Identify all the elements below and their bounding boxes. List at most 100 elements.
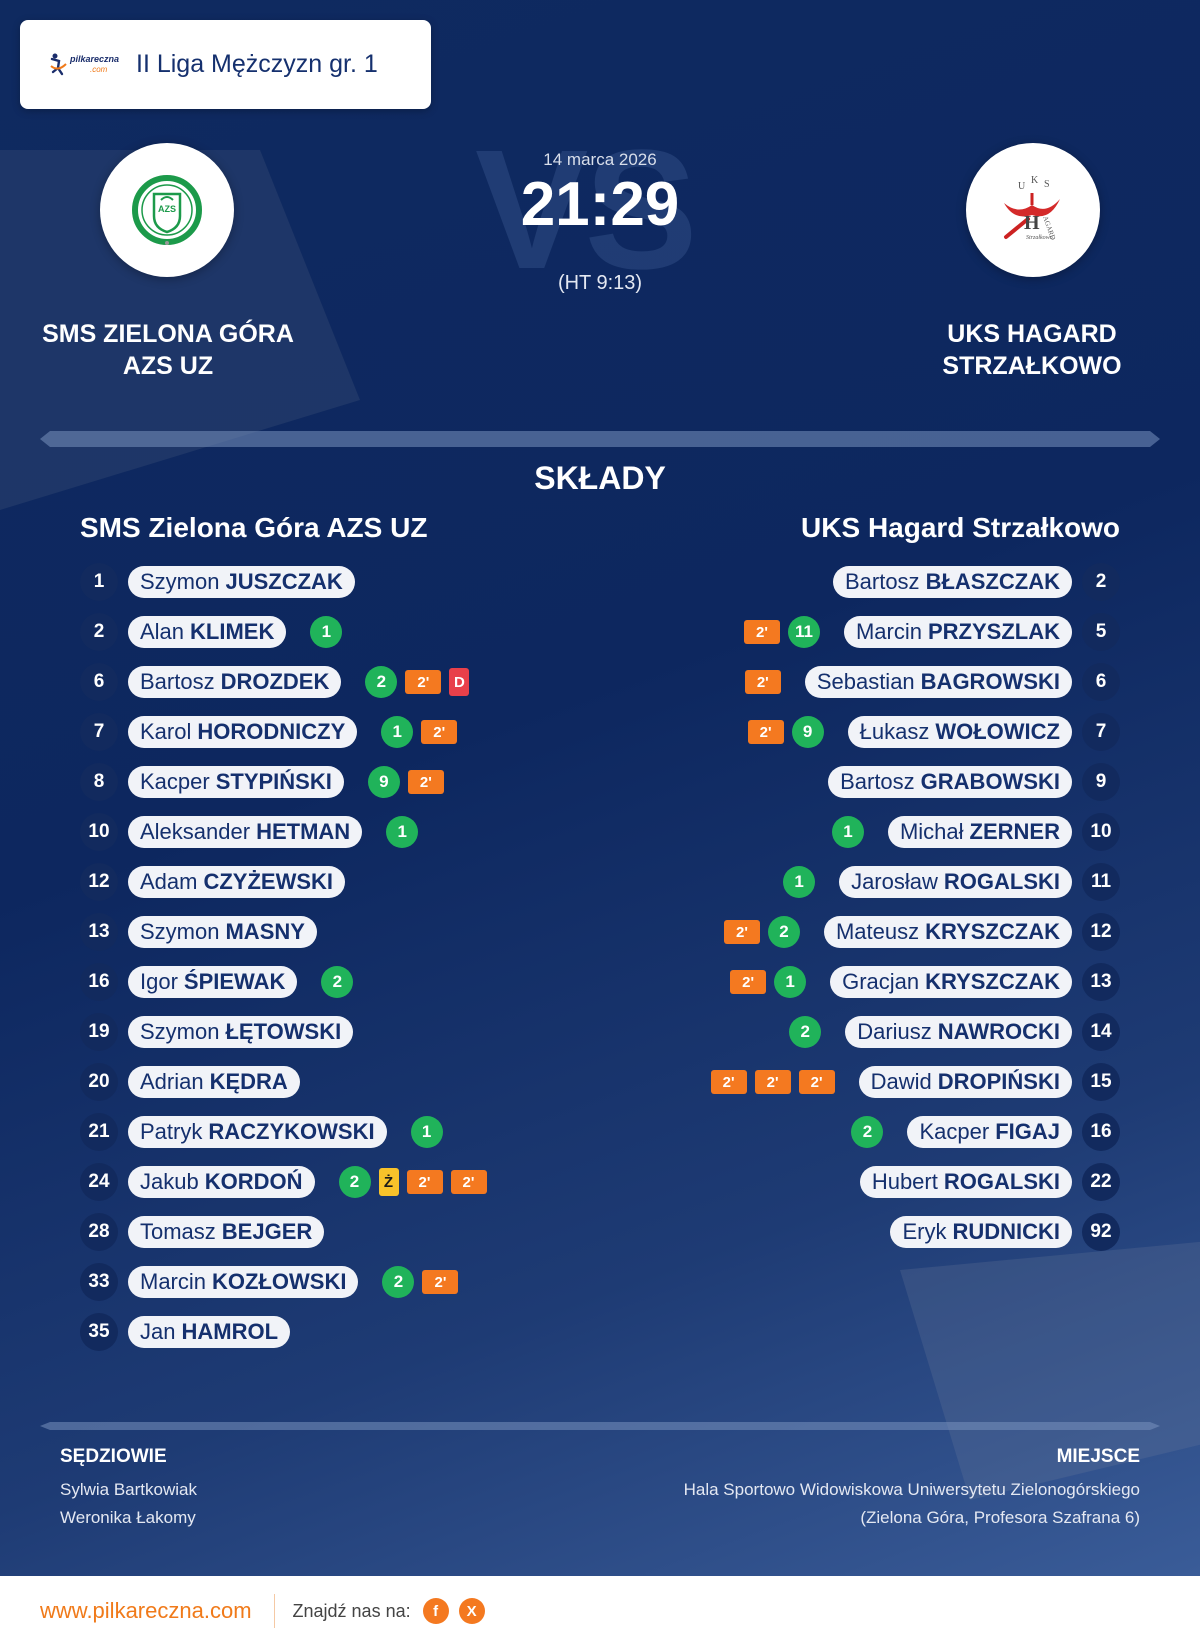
player-stats: 1 2' bbox=[730, 966, 807, 998]
goals-badge: 2 bbox=[851, 1116, 884, 1148]
match-date: 14 marca 2026 bbox=[543, 150, 657, 169]
two-minute-suspension-badge: 2' bbox=[723, 920, 760, 944]
jersey-number: 6 bbox=[80, 663, 118, 701]
uks-hagard-crest-icon: U K S H AGARD Strzałkowo bbox=[1004, 175, 1060, 241]
player-name: Tomasz BEJGER bbox=[128, 1216, 325, 1248]
x-twitter-icon[interactable]: X bbox=[458, 1598, 485, 1624]
referees-section: SĘDZIOWIE Sylwia Bartkowiak Weronika Łak… bbox=[60, 1446, 197, 1532]
jersey-number: 7 bbox=[1082, 713, 1120, 751]
away-roster: 2 Bartosz BŁASZCZAK 5 Marcin PRZYSZLAK 11 2' 6 Se… bbox=[620, 557, 1120, 1257]
player-last-name: KĘDRA bbox=[209, 1069, 288, 1094]
jersey-number: 19 bbox=[80, 1013, 118, 1051]
player-last-name: FIGAJ bbox=[995, 1119, 1060, 1144]
player-row: 2 Bartosz BŁASZCZAK bbox=[620, 557, 1120, 607]
home-team-title: SMS ZIELONA GÓRA AZS UZ bbox=[8, 318, 328, 382]
home-team-logo: AZS bbox=[100, 143, 234, 277]
player-first-name: Adam bbox=[140, 869, 198, 894]
player-name: Szymon JUSZCZAK bbox=[128, 566, 355, 598]
website-link[interactable]: www.pilkareczna.com bbox=[40, 1598, 252, 1623]
player-first-name: Marcin bbox=[855, 619, 922, 644]
goals-badge: 1 bbox=[410, 1116, 443, 1148]
facebook-icon[interactable]: f bbox=[422, 1598, 449, 1624]
two-minute-suspension-badge: 2' bbox=[406, 1170, 443, 1194]
jersey-number: 92 bbox=[1082, 1213, 1120, 1251]
jersey-number: 12 bbox=[1082, 913, 1120, 951]
player-row: 15 Dawid DROPIŃSKI 2' 2' 2' bbox=[620, 1057, 1120, 1107]
jersey-number: 16 bbox=[80, 963, 118, 1001]
player-name: Dawid DROPIŃSKI bbox=[858, 1066, 1072, 1098]
player-last-name: WOŁOWICZ bbox=[935, 719, 1060, 744]
two-minute-suspension-badge: 2' bbox=[450, 1170, 487, 1194]
svg-text:Strzałkowo: Strzałkowo bbox=[1026, 235, 1053, 241]
player-name: Jarosław ROGALSKI bbox=[839, 866, 1072, 898]
player-name: Karol HORODNICZY bbox=[128, 716, 358, 748]
player-first-name: Mateusz bbox=[835, 919, 920, 944]
player-last-name: KRYSZCZAK bbox=[925, 919, 1060, 944]
player-first-name: Karol bbox=[140, 719, 192, 744]
venue-title: MIEJSCE bbox=[1056, 1446, 1140, 1467]
player-last-name: RUDNICKI bbox=[952, 1219, 1060, 1244]
player-name: Mateusz KRYSZCZAK bbox=[823, 916, 1072, 948]
goals-badge: 2 bbox=[382, 1266, 415, 1298]
jersey-number: 28 bbox=[80, 1213, 118, 1251]
svg-text:U: U bbox=[1018, 181, 1026, 192]
player-name: Szymon ŁĘTOWSKI bbox=[128, 1016, 354, 1048]
player-row: 7 Łukasz WOŁOWICZ 9 2' bbox=[620, 707, 1120, 757]
player-last-name: BAGROWSKI bbox=[920, 669, 1060, 694]
player-last-name: PRZYSZLAK bbox=[928, 619, 1060, 644]
player-name: Marcin KOZŁOWSKI bbox=[128, 1266, 359, 1298]
goals-badge: 2 bbox=[338, 1166, 371, 1198]
player-first-name: Kacper bbox=[919, 1119, 990, 1144]
league-header: pilkareczna .com II Liga Mężczyzn gr. 1 bbox=[20, 20, 431, 109]
jersey-number: 9 bbox=[1082, 763, 1120, 801]
referee-name: Weronika Łakomy bbox=[60, 1508, 196, 1527]
goals-badge: 11 bbox=[787, 616, 820, 648]
player-first-name: Adrian bbox=[140, 1069, 204, 1094]
player-name: Alan KLIMEK bbox=[128, 616, 287, 648]
jersey-number: 10 bbox=[80, 813, 118, 851]
player-last-name: HAMROL bbox=[181, 1319, 279, 1344]
player-last-name: ŁĘTOWSKI bbox=[225, 1019, 342, 1044]
player-row: 13 Szymon MASNY bbox=[80, 907, 580, 957]
player-stats: 2 Ż 2' 2' bbox=[338, 1166, 487, 1198]
goals-badge: 9 bbox=[791, 716, 824, 748]
disqualification-badge: D bbox=[449, 668, 470, 696]
player-first-name: Patryk bbox=[140, 1119, 203, 1144]
player-first-name: Igor bbox=[140, 969, 178, 994]
player-stats: 1 bbox=[783, 866, 816, 898]
player-first-name: Hubert bbox=[871, 1169, 938, 1194]
two-minute-suspension-badge: 2' bbox=[730, 970, 767, 994]
player-stats: 11 2' bbox=[743, 616, 820, 648]
svg-text:K: K bbox=[1031, 175, 1039, 186]
venue-section: MIEJSCE Hala Sportowo Widowiskowa Uniwer… bbox=[684, 1446, 1140, 1532]
player-first-name: Eryk bbox=[902, 1219, 947, 1244]
footer-separator bbox=[273, 1594, 275, 1628]
player-name: Dariusz NAWROCKI bbox=[845, 1016, 1072, 1048]
player-row: 22 Hubert ROGALSKI bbox=[620, 1157, 1120, 1207]
jersey-number: 15 bbox=[1082, 1063, 1120, 1101]
two-minute-suspension-badge: 2' bbox=[747, 720, 784, 744]
player-stats: 9 2' bbox=[367, 766, 444, 798]
player-name: Igor ŚPIEWAK bbox=[128, 966, 298, 998]
referee-name: Sylwia Bartkowiak bbox=[60, 1480, 197, 1499]
info-divider bbox=[40, 1422, 1160, 1430]
goals-badge: 2 bbox=[365, 666, 398, 698]
away-team-title-line2: STRZAŁKOWO bbox=[942, 352, 1122, 380]
two-minute-suspension-badge: 2' bbox=[422, 1270, 459, 1294]
jersey-number: 7 bbox=[80, 713, 118, 751]
player-name: Eryk RUDNICKI bbox=[890, 1216, 1072, 1248]
player-name: Kacper STYPIŃSKI bbox=[128, 766, 344, 798]
goals-badge: 2 bbox=[767, 916, 800, 948]
player-last-name: HORODNICZY bbox=[197, 719, 346, 744]
player-row: 14 Dariusz NAWROCKI 2 bbox=[620, 1007, 1120, 1057]
pilkareczna-logo[interactable]: pilkareczna .com bbox=[48, 50, 120, 80]
player-first-name: Szymon bbox=[140, 569, 220, 594]
player-first-name: Alan bbox=[140, 619, 185, 644]
player-last-name: DROPIŃSKI bbox=[937, 1069, 1060, 1094]
jersey-number: 22 bbox=[1082, 1163, 1120, 1201]
two-minute-suspension-badge: 2' bbox=[754, 1070, 791, 1094]
goals-badge: 1 bbox=[774, 966, 807, 998]
goals-badge: 1 bbox=[783, 866, 816, 898]
player-stats: 1 2' bbox=[381, 716, 458, 748]
two-minute-suspension-badge: 2' bbox=[798, 1070, 835, 1094]
